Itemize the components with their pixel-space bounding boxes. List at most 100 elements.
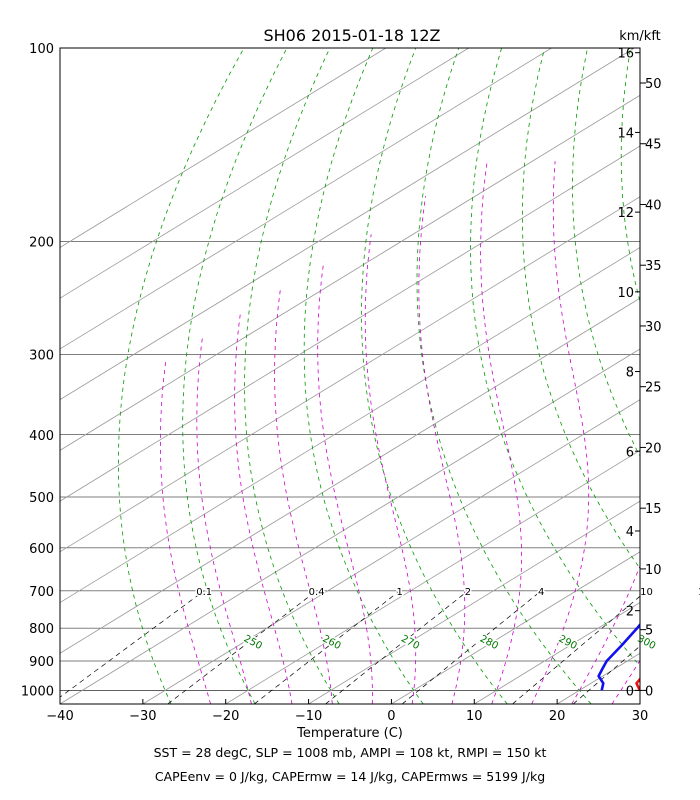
km-tick-label: 2: [626, 605, 634, 620]
x-tick-label: 10: [466, 709, 483, 724]
dry-adiabat-line: [361, 48, 508, 704]
moist-adiabat-line: [234, 314, 293, 704]
isotherm-line: [60, 247, 640, 604]
moist-adiabat-line: [571, 161, 640, 704]
moist-adiabat-line: [531, 161, 590, 704]
pressure-tick-label: 500: [29, 491, 54, 506]
footer-line-2: CAPEenv = 0 J/kg, CAPErmw = 14 J/kg, CAP…: [154, 769, 546, 784]
kft-tick-label: 15: [645, 502, 662, 517]
mixing-ratio-label: 0.1: [196, 587, 212, 598]
height-axis-label: km/kft: [619, 29, 661, 44]
moist-adiabat-line: [611, 659, 640, 704]
isotherm-line: [308, 500, 640, 704]
mixing-ratio-label: 0.4: [309, 587, 325, 598]
km-tick-label: 10: [617, 286, 634, 301]
plot-frame: [59, 47, 641, 705]
dry-adiabat-line: [668, 48, 700, 704]
moist-adiabat-line: [693, 161, 700, 704]
dry-adiabat-line: [416, 48, 592, 704]
x-tick-label: −10: [295, 709, 322, 724]
kft-tick-label: 30: [645, 320, 662, 335]
mixing-ratio-line: [60, 590, 205, 698]
dry-adiabat-line: [118, 48, 245, 704]
x-tick-label: −40: [46, 709, 73, 724]
pressure-tick-label: 300: [29, 348, 54, 363]
kft-tick-label: 5: [645, 624, 653, 639]
isotherm-line: [60, 297, 640, 654]
moist-adiabat-line: [160, 359, 211, 704]
kft-tick-label: 35: [645, 259, 662, 274]
moist-adiabat-line: [364, 234, 417, 704]
pressure-tick-label: 900: [29, 655, 54, 670]
mixing-ratio-label: 1: [397, 587, 403, 598]
mixing-ratio-line: [401, 590, 542, 704]
theta-label: 260: [320, 633, 342, 652]
moist-adiabat-line: [652, 161, 700, 704]
km-tick-label: 4: [626, 525, 634, 540]
isotherm-line: [474, 602, 640, 704]
km-tick-label: 16: [617, 47, 634, 62]
x-tick-label: −30: [129, 709, 156, 724]
pressure-tick-label: 400: [29, 429, 54, 444]
dry-adiabat-line: [244, 48, 340, 704]
chart-title: SH06 2015-01-18 12Z: [263, 26, 440, 45]
x-tick-label: 0: [387, 709, 395, 724]
kft-tick-label: 40: [645, 198, 662, 213]
isotherm-line: [60, 196, 640, 553]
mixing-ratio-label: 16: [698, 587, 700, 598]
km-tick-label: 6: [626, 445, 634, 460]
moist-adiabat-line: [196, 335, 252, 704]
isotherm-line: [60, 348, 640, 704]
dry-adiabat-line: [522, 48, 640, 570]
x-tick-label: 30: [632, 709, 649, 724]
dry-adiabat-line: [572, 48, 640, 457]
isotherm-line: [60, 48, 469, 299]
isotherm-line: [60, 145, 640, 502]
mixing-ratio-line: [254, 590, 400, 704]
pressure-tick-label: 200: [29, 235, 54, 250]
isotherm-line: [60, 48, 552, 350]
mixing-ratio-label: 10: [640, 587, 653, 598]
mixing-ratio-label: 2: [465, 587, 471, 598]
x-tick-label: −20: [212, 709, 239, 724]
moist-adiabat-line: [418, 195, 466, 704]
isotherm-line: [60, 48, 635, 401]
kft-tick-label: 10: [645, 563, 662, 578]
isotherm-line: [391, 551, 640, 704]
dewpoint-line: [597, 622, 640, 691]
dry-adiabat-line: [182, 48, 288, 704]
mixing-ratio-line: [572, 645, 640, 704]
mixing-ratio-line: [325, 590, 469, 704]
mixing-ratio-label: 4: [538, 587, 544, 598]
kft-tick-label: 0: [645, 684, 653, 699]
isotherm-line: [60, 94, 640, 451]
pressure-tick-label: 800: [29, 622, 54, 637]
footer-line-1: SST = 28 degC, SLP = 1008 mb, AMPI = 108…: [153, 745, 547, 760]
isotherm-line: [225, 449, 640, 704]
km-tick-label: 0: [626, 684, 634, 699]
skewt-chart: 0.10.41241016250260270280290300812162024…: [21, 26, 700, 741]
theta-label: 270: [399, 634, 421, 653]
kft-tick-label: 50: [645, 77, 662, 92]
isotherm-line: [142, 399, 640, 704]
isotherm-line: [60, 48, 387, 248]
km-tick-label: 8: [626, 366, 634, 381]
theta-label: 250: [242, 633, 264, 652]
dry-adiabat-line: [470, 48, 640, 667]
km-tick-label: 12: [617, 206, 634, 221]
x-tick-label: 20: [549, 709, 566, 724]
pressure-tick-label: 700: [29, 585, 54, 600]
kft-tick-label: 20: [645, 441, 662, 456]
dry-adiabat-line: [303, 48, 424, 704]
kft-tick-label: 25: [645, 381, 662, 396]
moist-adiabat-line: [274, 286, 333, 704]
kft-tick-label: 45: [645, 138, 662, 153]
pressure-tick-label: 1000: [21, 684, 54, 699]
moist-adiabat-line: [480, 161, 522, 704]
pressure-tick-label: 100: [29, 42, 54, 57]
theta-label: 290: [557, 634, 579, 653]
x-axis-label: Temperature (C): [296, 726, 403, 741]
km-tick-label: 14: [617, 126, 634, 141]
pressure-tick-label: 600: [29, 542, 54, 557]
mixing-ratio-line: [167, 590, 317, 704]
